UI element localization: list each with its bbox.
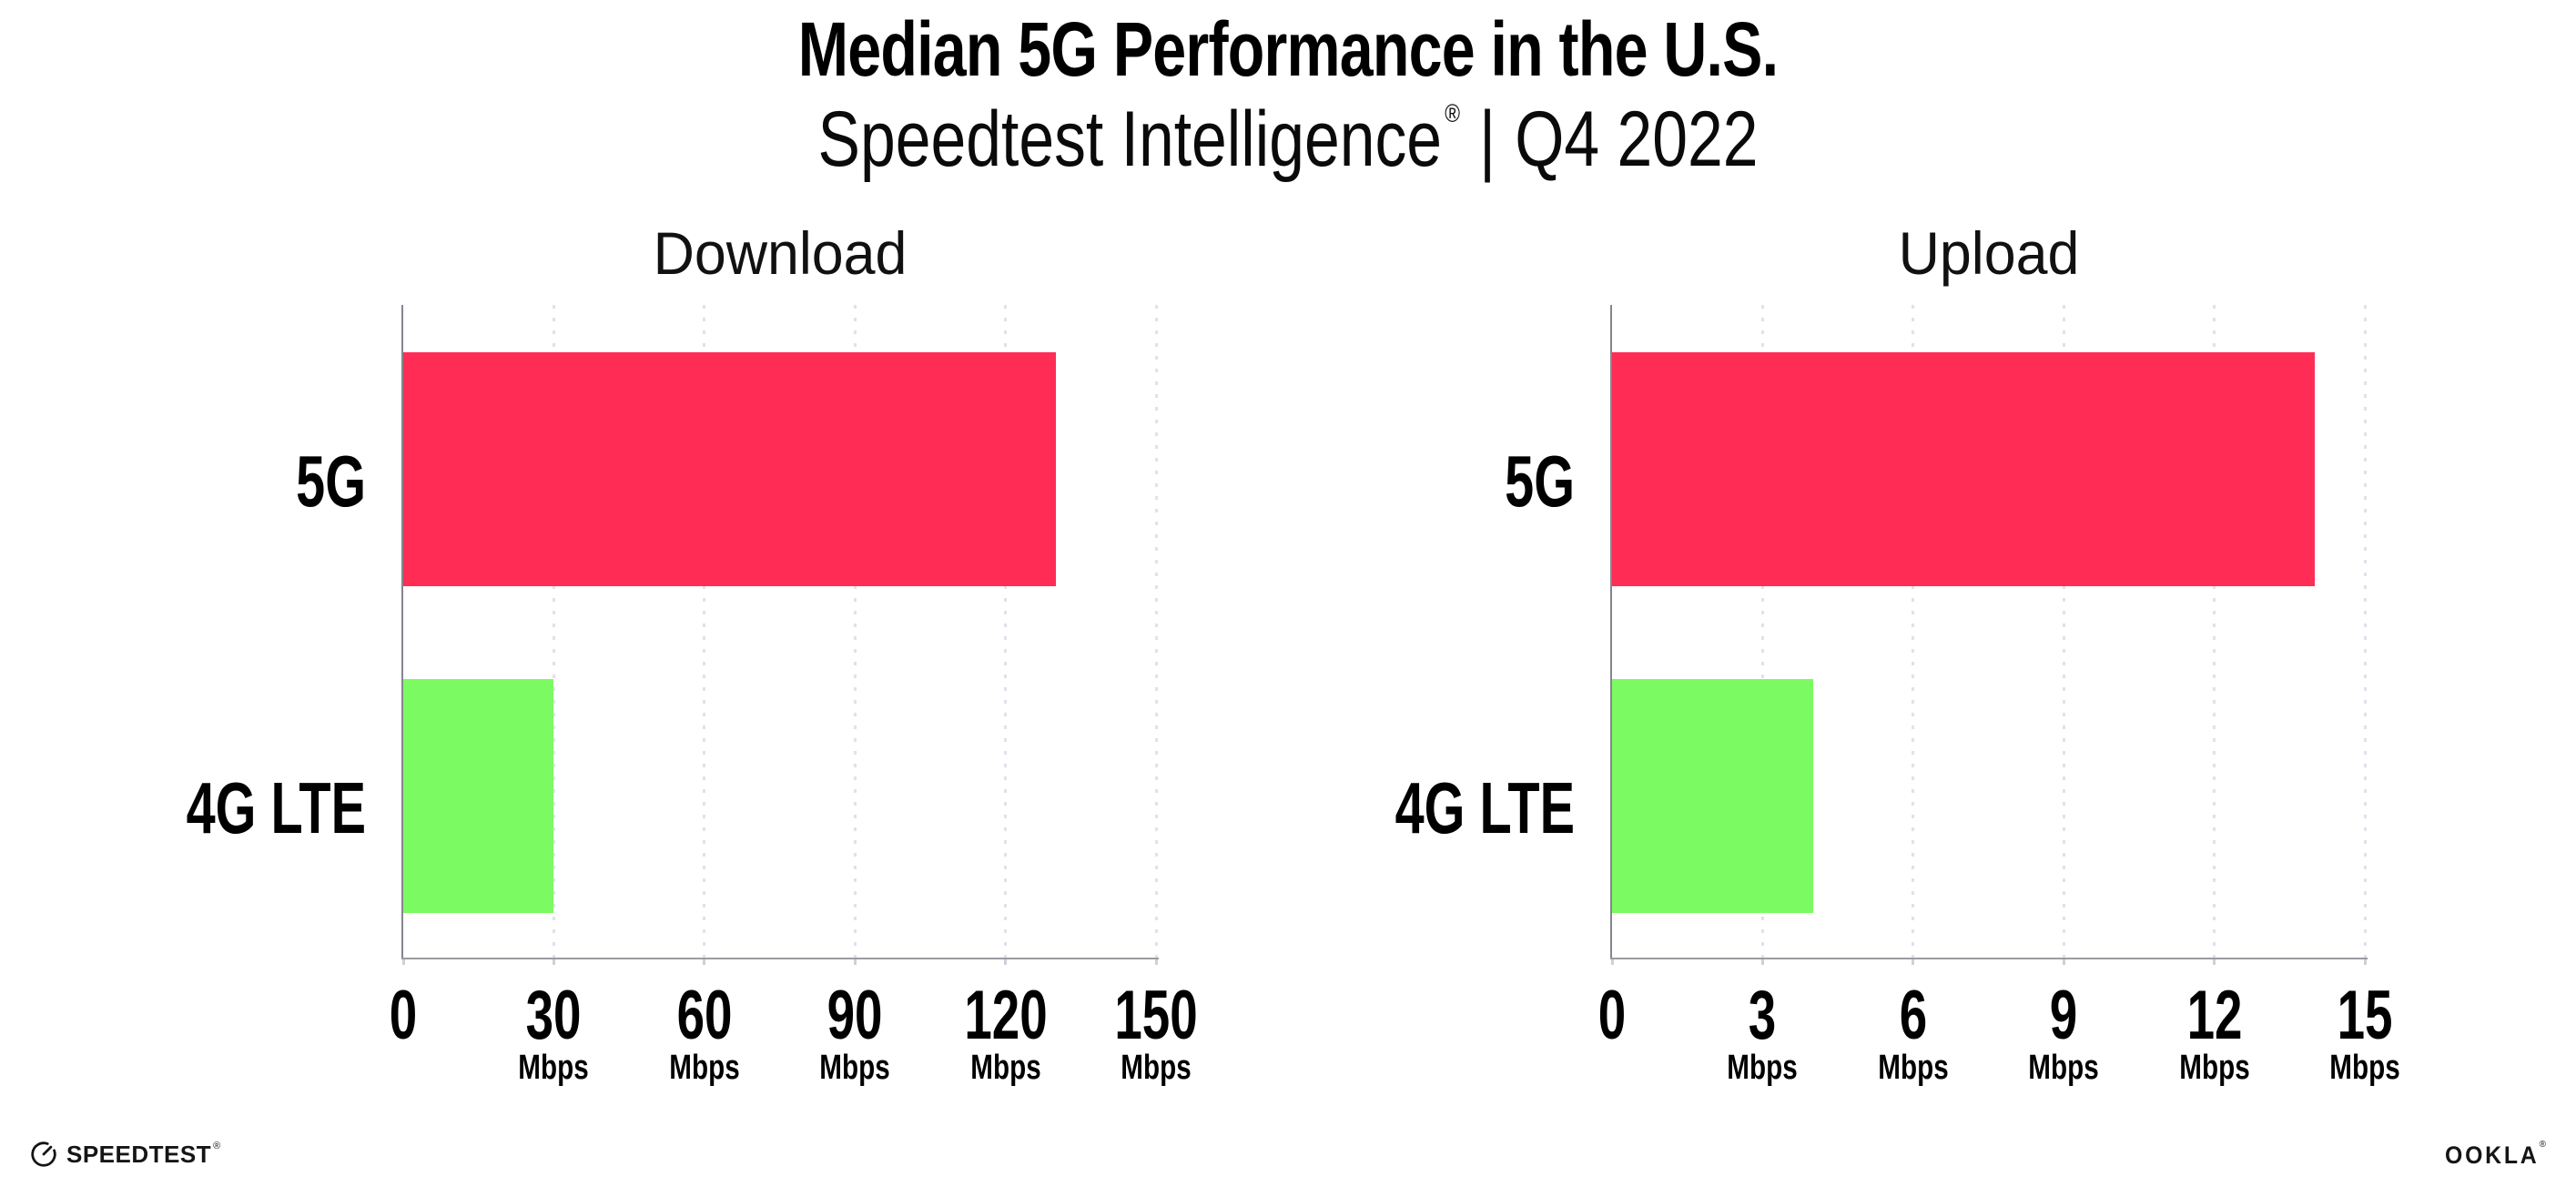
- gridline: [2363, 305, 2367, 958]
- tick-unit-label: Mbps: [969, 1049, 1041, 1087]
- tick-unit-label: Mbps: [1121, 1049, 1192, 1087]
- tick-label: 3: [1749, 977, 1777, 1054]
- ookla-wordmark: OOKLA: [2445, 1141, 2540, 1169]
- tick-label: 120: [963, 977, 1048, 1054]
- gridline: [2062, 305, 2065, 958]
- ookla-logo: OOKLA ®: [2437, 1140, 2546, 1170]
- axis-tick: [853, 959, 857, 965]
- tick-unit-label: Mbps: [2028, 1049, 2099, 1087]
- gauge-needle: [42, 1145, 53, 1156]
- chart-title-download: Download: [653, 219, 907, 287]
- tick-label: 90: [827, 977, 883, 1054]
- category-label-5g: 5G: [1505, 440, 1575, 522]
- x-axis-line: [1610, 958, 2368, 959]
- speedtest-wordmark: SPEEDTEST: [66, 1140, 212, 1168]
- tick-unit-label: Mbps: [2329, 1049, 2400, 1087]
- gridline: [853, 305, 857, 958]
- gridline: [1912, 305, 1915, 958]
- axis-tick: [1912, 959, 1915, 965]
- subtitle-separator: |: [1479, 96, 1496, 183]
- gridline: [1154, 305, 1158, 958]
- axis-tick: [703, 959, 706, 965]
- speedtest-logo: SPEEDTEST ®: [29, 1136, 220, 1172]
- tick-unit-label: Mbps: [1727, 1049, 1799, 1087]
- tick-label: 30: [525, 977, 582, 1054]
- tick-unit-label: Mbps: [518, 1049, 590, 1087]
- tick-label: 60: [676, 977, 733, 1054]
- tick-label: 0: [1597, 977, 1627, 1054]
- axis-tick: [1004, 959, 1008, 965]
- y-axis-line: [401, 305, 403, 959]
- page-title: Median 5G Performance in the U.S.: [797, 6, 1779, 92]
- axis-tick: [1154, 959, 1158, 965]
- gridline: [1760, 305, 1764, 958]
- ookla-registered-icon: ®: [2539, 1140, 2546, 1150]
- tick-unit-label: Mbps: [819, 1049, 890, 1087]
- registered-trademark-icon: ®: [1445, 99, 1460, 127]
- axis-tick: [2062, 959, 2065, 965]
- tick-label: 9: [2049, 977, 2078, 1054]
- bar-5g: [1612, 352, 2315, 586]
- category-label-4g-lte: 4G LTE: [186, 766, 366, 848]
- axis-tick: [2363, 959, 2367, 965]
- speedtest-gauge-icon: [31, 1141, 56, 1167]
- axis-tick: [1610, 959, 1614, 965]
- category-label-5g: 5G: [296, 440, 366, 522]
- tick-unit-label: Mbps: [669, 1049, 740, 1087]
- tick-label: 6: [1899, 977, 1928, 1054]
- tick-unit-label: Mbps: [1878, 1049, 1949, 1087]
- y-axis-line: [1610, 305, 1612, 959]
- x-axis-line: [401, 958, 1159, 959]
- page-subtitle: Speedtest Intelligence ® | Q4 2022: [818, 100, 1759, 178]
- axis-tick: [401, 959, 405, 965]
- category-label-4g-lte: 4G LTE: [1394, 766, 1575, 848]
- gridline: [1004, 305, 1008, 958]
- gridline: [552, 305, 555, 958]
- chart-title-upload: Upload: [1898, 219, 2079, 287]
- tick-label: 15: [2337, 977, 2393, 1054]
- tick-label: 0: [389, 977, 418, 1054]
- subtitle-brand: Speedtest Intelligence: [817, 96, 1443, 183]
- gridline: [2213, 305, 2216, 958]
- axis-tick: [2213, 959, 2216, 965]
- bar-5g: [403, 352, 1056, 586]
- axis-tick: [1760, 959, 1764, 965]
- gridline: [703, 305, 706, 958]
- tick-unit-label: Mbps: [2178, 1049, 2250, 1087]
- bar-4g-lte: [403, 679, 554, 913]
- axis-tick: [552, 959, 555, 965]
- bar-4g-lte: [1612, 679, 1813, 913]
- tick-label: 12: [2186, 977, 2243, 1054]
- speedtest-registered-icon: ®: [213, 1141, 221, 1151]
- tick-label: 150: [1114, 977, 1198, 1054]
- subtitle-period: Q4 2022: [1515, 96, 1759, 183]
